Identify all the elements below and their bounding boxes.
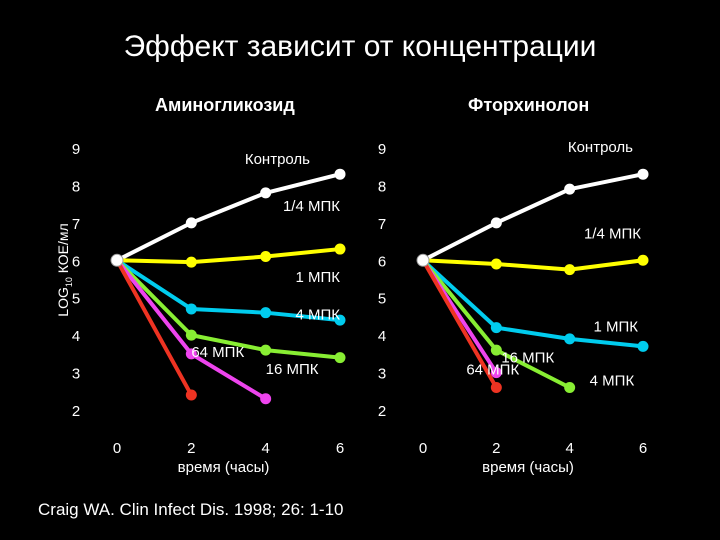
y-tick-label: 9 <box>378 141 386 158</box>
data-point <box>185 303 197 315</box>
x-tick-label: 6 <box>639 440 647 457</box>
data-point <box>110 253 124 267</box>
data-point <box>260 393 272 405</box>
series-line <box>421 172 645 263</box>
data-point <box>334 352 346 364</box>
x-tick-label: 0 <box>419 440 427 457</box>
data-point <box>564 333 576 345</box>
series-line <box>115 258 342 323</box>
data-point <box>490 344 502 356</box>
data-point <box>260 307 272 319</box>
citation: Craig WA. Clin Infect Dis. 1998; 26: 1-1… <box>38 500 344 519</box>
series-line <box>421 258 499 390</box>
y-tick-label: 5 <box>378 291 386 308</box>
series-label: 1/4 МПК <box>283 198 340 215</box>
slide-title: Эффект зависит от концентрации <box>123 30 597 63</box>
data-point <box>185 217 197 229</box>
data-point <box>564 382 576 394</box>
data-point <box>490 258 502 270</box>
series-label: 64 МПК <box>191 344 244 361</box>
data-point <box>637 254 649 266</box>
series-line <box>115 258 342 360</box>
y-tick-label: 3 <box>378 366 386 383</box>
y-tick-label: 6 <box>72 253 80 270</box>
data-point <box>490 382 502 394</box>
series-line <box>115 172 342 263</box>
series-line <box>421 258 645 349</box>
data-point <box>637 340 649 352</box>
y-tick-label: 9 <box>72 141 80 158</box>
series-line <box>115 247 342 265</box>
series-label: 4 МПК <box>295 307 340 324</box>
series-label: 64 МПК <box>466 362 519 379</box>
series-label: Контроль <box>245 151 310 168</box>
y-tick-label: 6 <box>378 253 386 270</box>
series-label: 16 МПК <box>266 361 319 378</box>
data-point <box>185 348 197 360</box>
data-point <box>185 329 197 341</box>
y-tick-label: 2 <box>72 403 80 420</box>
data-point <box>416 253 430 267</box>
series-label: 16 МПК <box>501 350 554 367</box>
data-point <box>260 344 272 356</box>
series-label: Контроль <box>568 139 633 156</box>
series-label: 1/4 МПК <box>584 225 641 242</box>
x-axis-label: время (часы) <box>178 459 270 476</box>
data-point <box>564 183 576 195</box>
y-tick-label: 5 <box>72 291 80 308</box>
y-tick-label: 7 <box>378 216 386 233</box>
data-point <box>334 243 346 255</box>
data-point <box>260 251 272 263</box>
series-label: 4 МПК <box>590 373 635 390</box>
x-axis-label: время (часы) <box>482 459 574 476</box>
y-tick-label: 2 <box>378 403 386 420</box>
data-point <box>490 367 502 379</box>
x-tick-label: 2 <box>187 440 195 457</box>
series-label: 1 МПК <box>593 318 638 335</box>
series-label: 1 МПК <box>295 269 340 286</box>
chart-fluoroquinolone: 9 8 7 6 5 4 3 2 0 2 4 6 время (часы) Контроль 1/4 МПК 1… <box>378 139 649 476</box>
data-point <box>334 314 346 326</box>
y-tick-label: 3 <box>72 366 80 383</box>
panel-title-fluoroquinolone: Фторхинолон <box>468 95 590 115</box>
chart-aminoglycoside: 9 8 7 6 5 4 3 2 0 2 4 6 время (часы) Контроль 1/4 МПК 1… <box>72 141 346 476</box>
series-line <box>115 258 194 398</box>
panel-title-aminoglycoside: Аминогликозид <box>155 95 295 115</box>
y-axis-label: LOG10 КОЕ/мл <box>55 223 74 316</box>
data-point <box>490 322 502 334</box>
y-tick-label: 8 <box>378 178 386 195</box>
y-tick-label: 8 <box>72 178 80 195</box>
data-point <box>334 168 346 180</box>
y-tick-label: 4 <box>72 328 80 345</box>
data-point <box>564 264 576 276</box>
y-tick-label: 4 <box>378 328 386 345</box>
series-line <box>421 258 645 272</box>
data-point <box>185 256 197 268</box>
data-point <box>490 217 502 229</box>
x-tick-label: 4 <box>565 440 573 457</box>
y-tick-label: 7 <box>72 216 80 233</box>
data-point <box>185 389 197 401</box>
x-tick-label: 6 <box>336 440 344 457</box>
x-tick-label: 0 <box>113 440 121 457</box>
x-tick-label: 4 <box>261 440 269 457</box>
x-tick-label: 2 <box>492 440 500 457</box>
data-point <box>260 187 272 199</box>
data-point <box>637 168 649 180</box>
